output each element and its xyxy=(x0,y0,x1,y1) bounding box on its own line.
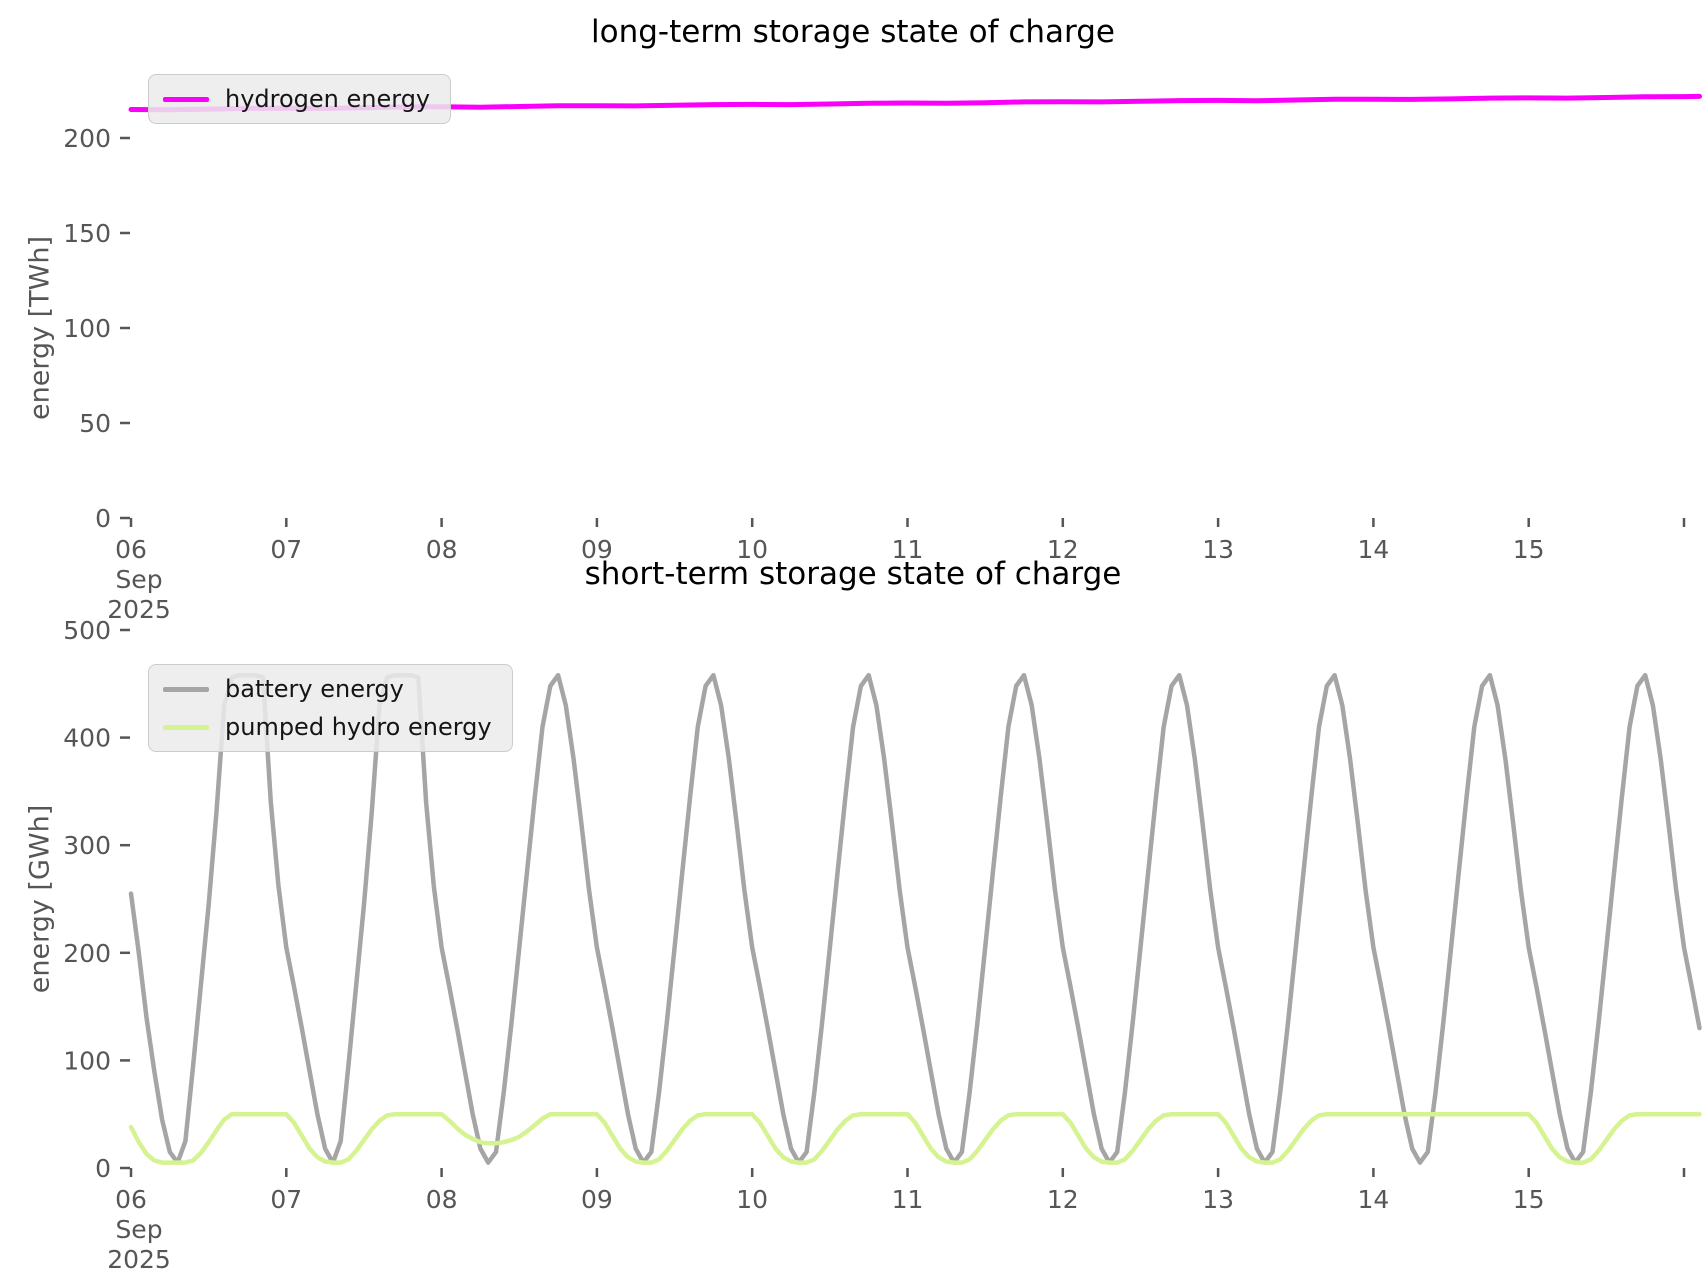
y-tick-label: 300 xyxy=(63,831,111,860)
x-tick-label: 14 xyxy=(1357,1185,1389,1214)
pumped-hydro-energy-line xyxy=(128,1111,1702,1165)
long-term-legend: hydrogen energy xyxy=(148,74,452,124)
x-tick-label: 11 xyxy=(892,1185,924,1214)
x-tick-label: 12 xyxy=(1047,1185,1079,1214)
x-tick-label: 10 xyxy=(736,535,768,564)
legend-row: hydrogen energy xyxy=(163,81,430,117)
legend-row: pumped hydro energy xyxy=(163,709,492,745)
y-tick-label: 200 xyxy=(63,939,111,968)
y-tick-label: 100 xyxy=(63,314,111,343)
x-tick-label: 06 xyxy=(115,1185,147,1214)
y-tick-label: 0 xyxy=(95,504,111,533)
x-axis-offset-label: Sep xyxy=(115,565,162,594)
hydrogen-energy-swatch xyxy=(163,96,209,102)
x-tick-label: 15 xyxy=(1513,1185,1545,1214)
y-tick-label: 500 xyxy=(63,616,111,645)
x-tick-label: 15 xyxy=(1513,535,1545,564)
short-term-legend: battery energy pumped hydro energy xyxy=(148,664,513,752)
long-term-chart-title: long-term storage state of charge xyxy=(591,14,1115,50)
x-tick-label: 11 xyxy=(892,535,924,564)
y-tick-label: 100 xyxy=(63,1046,111,1075)
y-tick-label: 400 xyxy=(63,724,111,753)
x-tick-label: 08 xyxy=(426,1185,458,1214)
legend-row: battery energy xyxy=(163,671,492,707)
hydrogen-energy-legend-label: hydrogen energy xyxy=(225,85,431,113)
x-axis-offset-label: 2025 xyxy=(107,1245,171,1274)
y-tick-label: 200 xyxy=(63,124,111,153)
x-tick-label: 07 xyxy=(270,1185,302,1214)
x-axis-offset-label: Sep xyxy=(115,1215,162,1244)
x-tick-label: 13 xyxy=(1202,1185,1234,1214)
x-tick-label: 06 xyxy=(115,535,147,564)
x-tick-label: 08 xyxy=(426,535,458,564)
battery-energy-legend-label: battery energy xyxy=(225,675,404,703)
long-term-y-axis-label: energy [TWh] xyxy=(24,235,56,421)
short-term-chart-title: short-term storage state of charge xyxy=(584,556,1122,592)
x-tick-label: 12 xyxy=(1047,535,1079,564)
battery-energy-swatch xyxy=(163,686,209,692)
x-tick-label: 13 xyxy=(1202,535,1234,564)
short-term-y-axis-label: energy [GWh] xyxy=(24,804,56,994)
x-tick-label: 10 xyxy=(736,1185,768,1214)
y-tick-label: 150 xyxy=(63,219,111,248)
x-tick-label: 09 xyxy=(581,535,613,564)
x-tick-label: 07 xyxy=(270,535,302,564)
x-axis-offset-label: 2025 xyxy=(107,595,171,624)
x-tick-label: 09 xyxy=(581,1185,613,1214)
pumped-hydro-energy-swatch xyxy=(163,724,209,730)
pumped-hydro-energy-legend-label: pumped hydro energy xyxy=(225,713,492,741)
y-tick-label: 50 xyxy=(79,409,111,438)
x-tick-label: 14 xyxy=(1357,535,1389,564)
y-tick-label: 0 xyxy=(95,1154,111,1183)
